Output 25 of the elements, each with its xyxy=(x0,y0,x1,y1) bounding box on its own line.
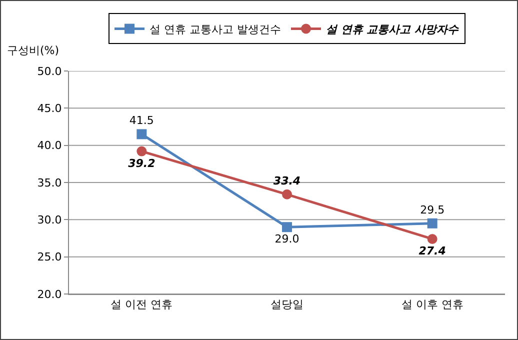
point xyxy=(136,129,147,140)
y-axis-title: 구성비(%) xyxy=(7,44,60,57)
x-tick-label: 설당일 xyxy=(270,298,304,312)
point xyxy=(427,218,438,228)
legend-label: 설 연휴 교통사고 발생건수 xyxy=(150,23,281,36)
y-tick-label: 50.0 xyxy=(37,64,62,78)
y-tick-label: 30.0 xyxy=(37,214,62,227)
x-tick-label: 설 이후 연휴 xyxy=(401,298,464,312)
y-tick-label: 25.0 xyxy=(37,250,62,264)
y-tick-label: 40.0 xyxy=(37,139,62,152)
data-label: 27.4 xyxy=(418,244,446,258)
x-tick-label: 설 이전 연휴 xyxy=(110,298,173,312)
y-tick-label: 45.0 xyxy=(37,102,62,116)
point xyxy=(282,222,292,232)
legend-label: 설 연휴 교통사고 사망자수 xyxy=(326,23,460,36)
data-label: 39.2 xyxy=(128,156,156,170)
data-label: 33.4 xyxy=(273,174,301,188)
point xyxy=(427,234,438,244)
y-tick-label: 35.0 xyxy=(37,176,62,190)
data-label: 29.0 xyxy=(274,232,300,246)
data-label: 29.5 xyxy=(420,203,445,216)
data-label: 41.5 xyxy=(129,114,154,128)
point xyxy=(282,189,292,200)
point xyxy=(136,146,147,156)
y-tick-label: 20.0 xyxy=(37,288,62,301)
